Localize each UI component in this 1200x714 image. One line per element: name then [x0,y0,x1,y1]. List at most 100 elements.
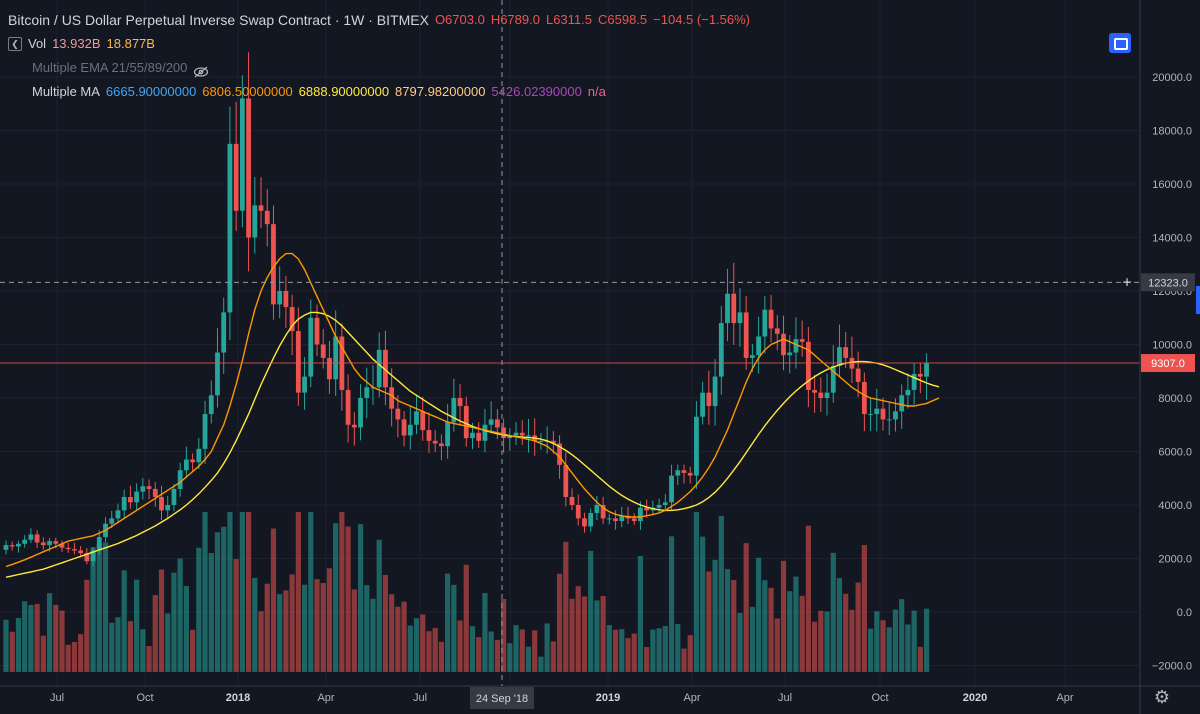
candle-body [420,411,426,431]
volume-legend[interactable]: ❮ Vol 13.932B 18.877B [8,32,750,56]
candle-body [476,432,482,441]
candle-body [90,550,96,562]
volume-bar [867,628,874,672]
ma-legend[interactable]: Multiple MA 6665.90000000 6806.50000000 … [8,80,750,104]
crosshair-date-label: 24 Sep '18 [476,693,528,705]
volume-bar [15,618,22,672]
candle-body [905,389,911,396]
volume-bar [28,605,34,672]
volume-bar [731,580,737,672]
volume-bar [333,523,339,672]
candle-body [513,432,519,436]
volume-bar [917,646,923,672]
candle-body [208,395,214,415]
candle-body [190,459,195,463]
expand-icon[interactable] [1109,33,1131,53]
candle-body [59,543,65,548]
candle-body [47,541,52,546]
candle-body [215,352,220,396]
candle-body [314,317,320,345]
volume-bar [818,610,824,672]
volume-bar [115,617,121,672]
candle-body [271,224,276,305]
volume-bar [762,580,768,672]
side-panel-handle[interactable] [1196,286,1200,314]
y-tick-label: 6000.0 [1158,447,1192,459]
volume-bar [805,525,811,672]
volume-bar [476,637,482,672]
volume-bar [22,601,28,672]
eye-off-icon[interactable] [193,62,209,78]
ma-value-4: 8797.98200000 [395,84,486,99]
volume-bar [84,579,90,672]
gear-icon[interactable]: ⚙ [1153,687,1171,707]
y-tick-label: 10000.0 [1152,340,1192,352]
volume-bar [756,557,762,672]
volume-bar [687,635,693,672]
candle-body [868,414,873,416]
volume-bar [494,639,500,672]
volume-bar [258,611,264,672]
volume-bar [631,633,637,672]
volume-bar [65,644,71,672]
volume-bar [158,569,165,672]
candle-body [718,323,724,377]
chevron-icon[interactable]: ❮ [8,37,22,51]
candle-body [351,424,357,428]
candle-body [152,488,158,497]
candle-body [675,470,681,476]
volume-bar [768,587,774,672]
ema-label: Multiple EMA 21/55/89/200 [32,60,188,75]
candle-body [855,368,861,382]
ma-value-2: 6806.50000000 [202,84,293,99]
volume-ma-value: 18.877B [106,36,155,51]
candle-body [750,355,755,358]
candle-body [457,398,463,407]
volume-bar [923,608,930,672]
ema-legend[interactable]: Multiple EMA 21/55/89/200 [8,56,750,80]
candle-body [128,496,133,503]
volume-bar [345,526,351,672]
candle-body [818,392,824,398]
candle-body [53,541,59,544]
x-tick-label: Oct [136,692,153,704]
candle-body [731,293,737,324]
volume-bar [469,626,476,672]
ohlc-low: L6311.5 [545,12,592,27]
candle-body [239,98,245,211]
volume-bar [874,611,880,672]
volume-bar [880,620,886,672]
ma-line-yellow [5,311,940,578]
chart-legend: Bitcoin / US Dollar Perpetual Inverse Sw… [8,8,750,104]
volume-bar [787,591,793,672]
crosshair-price-label: 12323.0 [1148,277,1188,289]
volume-bar [681,648,687,672]
ohlc-change: −104.5 (−1.56%) [653,12,751,27]
x-tick-label: Apr [683,692,700,704]
volume-bar [301,584,308,672]
volume-bar [899,599,905,672]
candle-body [687,472,693,476]
volume-bar [544,623,550,672]
symbol-title[interactable]: Bitcoin / US Dollar Perpetual Inverse Sw… [8,12,429,28]
volume-bar [53,604,59,672]
candle-body [737,312,743,324]
candle-body [320,344,326,358]
ma-value-3: 6888.90000000 [298,84,390,99]
y-tick-label: 18000.0 [1152,126,1192,138]
volume-bar [463,564,469,672]
candle-body [743,312,749,358]
volume-bar [457,620,463,672]
volume-bar [718,515,724,672]
volume-bar [712,559,718,672]
candle-body [606,518,612,520]
candle-body [358,398,363,428]
candle-body [886,419,892,421]
ma-value-1: 6665.90000000 [105,84,197,99]
volume-bar [413,618,420,672]
volume-bar [295,512,301,672]
volume-bar [370,598,376,672]
volume-bar [270,528,277,672]
candle-body [364,387,370,398]
